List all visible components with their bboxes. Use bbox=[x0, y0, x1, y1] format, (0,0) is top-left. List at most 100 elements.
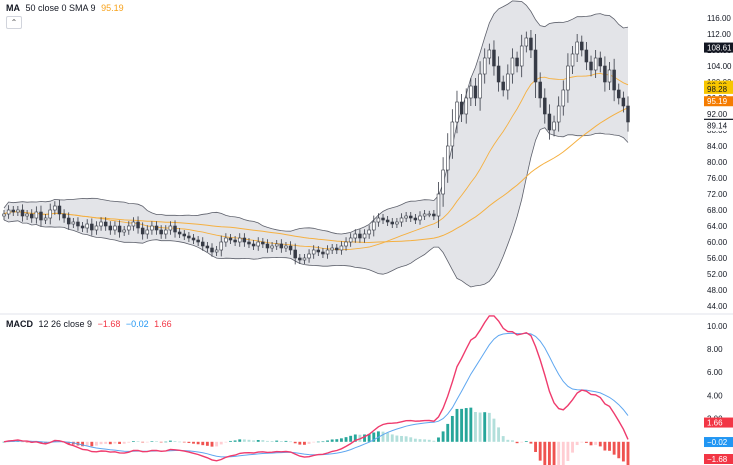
price-tick-label: 84.00 bbox=[707, 142, 728, 151]
macd-histogram-bar bbox=[608, 441, 611, 451]
macd-histogram-bar bbox=[219, 441, 223, 445]
candle-body bbox=[173, 225, 177, 233]
candle-body bbox=[48, 209, 52, 219]
macd-histogram-bar bbox=[118, 441, 121, 444]
macd-legend: MACD 12 26 close 9 −1.68 −0.02 1.66 bbox=[6, 319, 175, 329]
candle-body bbox=[547, 113, 552, 131]
macd-histogram-bar bbox=[571, 441, 574, 453]
chevron-up-icon[interactable]: ⌃ bbox=[6, 16, 22, 29]
candle-body bbox=[205, 245, 210, 249]
macd-histogram-bar bbox=[256, 440, 260, 442]
macd-histogram-bar bbox=[427, 439, 431, 442]
macd-histogram-bar bbox=[538, 441, 542, 461]
candle-body bbox=[524, 37, 529, 47]
macd-histogram-bar bbox=[353, 434, 357, 442]
candle-body bbox=[20, 209, 25, 217]
candle-body bbox=[288, 245, 293, 251]
candle-body bbox=[362, 233, 367, 239]
candle-body bbox=[279, 243, 284, 249]
candle-body bbox=[136, 221, 140, 229]
macd-pane[interactable] bbox=[2, 315, 630, 465]
candle-body bbox=[598, 57, 602, 67]
macd-histogram-bar bbox=[303, 441, 306, 445]
candle-body bbox=[385, 219, 390, 223]
macd-histogram-bar bbox=[335, 439, 339, 442]
macd-histogram-bar bbox=[81, 441, 85, 447]
candle-body bbox=[71, 221, 76, 225]
candle-body bbox=[117, 225, 122, 233]
candle-body bbox=[30, 213, 34, 219]
candle-body bbox=[399, 217, 404, 223]
macd-histogram-bar bbox=[182, 441, 186, 443]
candle-body bbox=[57, 205, 62, 215]
candle-body bbox=[432, 213, 436, 217]
candle-body bbox=[164, 229, 168, 235]
macd-histogram-bar bbox=[173, 441, 177, 442]
candle-body bbox=[159, 229, 163, 235]
candle-body bbox=[487, 49, 492, 59]
macd-histogram-bar bbox=[598, 441, 602, 447]
macd-histogram-bar bbox=[363, 434, 366, 442]
candle-body bbox=[256, 241, 260, 247]
macd-histogram-bar bbox=[349, 435, 353, 442]
candle-body bbox=[353, 233, 358, 239]
candle-body bbox=[43, 217, 48, 221]
candle-body bbox=[593, 57, 598, 71]
macd-line bbox=[3, 315, 629, 462]
macd-histogram-bar bbox=[557, 441, 561, 465]
macd-histogram-bar bbox=[446, 423, 450, 442]
price-tick-label: 68.00 bbox=[707, 206, 728, 215]
candle-body bbox=[339, 245, 344, 251]
price-tick-label: 44.00 bbox=[707, 302, 728, 311]
candle-body bbox=[395, 221, 399, 225]
macd-histogram-bar bbox=[298, 441, 302, 445]
macd-histogram-bar bbox=[85, 441, 89, 446]
macd-histogram-bar bbox=[543, 441, 547, 465]
macd-histogram-bar bbox=[307, 441, 311, 444]
macd-histogram-bar bbox=[441, 431, 445, 442]
price-tick-label: 112.00 bbox=[707, 30, 731, 39]
candle-body bbox=[358, 233, 362, 239]
macd-axis[interactable]: 10.008.006.004.002.001.66−0.02−1.68 bbox=[704, 322, 733, 464]
candle-body bbox=[450, 121, 455, 147]
candle-body bbox=[66, 217, 71, 225]
macd-histogram-bar bbox=[136, 441, 140, 442]
price-label-text: 108.61 bbox=[707, 44, 732, 53]
candle-body bbox=[108, 225, 113, 231]
macd-histogram-bar bbox=[580, 441, 584, 443]
macd-histogram-bar bbox=[122, 441, 126, 444]
candle-body bbox=[214, 249, 219, 253]
candle-body bbox=[607, 69, 612, 83]
macd-histogram-bar bbox=[418, 439, 422, 442]
macd-histogram-bar bbox=[506, 439, 510, 442]
candle-body bbox=[469, 85, 473, 99]
macd-histogram-bar bbox=[547, 441, 551, 465]
macd-histogram-bar bbox=[279, 441, 283, 442]
macd-histogram-bar bbox=[511, 440, 514, 442]
macd-histogram-bar bbox=[187, 441, 191, 444]
candle-body bbox=[533, 49, 538, 83]
candle-body bbox=[127, 225, 131, 231]
macd-histogram-bar bbox=[326, 440, 329, 442]
candle-body bbox=[321, 251, 325, 255]
macd-histogram-bar bbox=[626, 441, 630, 465]
candle-body bbox=[307, 253, 311, 259]
macd-histogram-bar bbox=[483, 412, 487, 442]
macd-histogram-bar bbox=[529, 441, 533, 444]
candle-body bbox=[145, 229, 150, 235]
macd-histogram-bar bbox=[141, 441, 145, 443]
macd-histogram-bar bbox=[252, 440, 256, 442]
candle-body bbox=[473, 85, 478, 99]
candle-body bbox=[348, 237, 353, 243]
macd-histogram-bar bbox=[90, 441, 94, 447]
macd-histogram-bar bbox=[566, 441, 570, 462]
price-pane[interactable] bbox=[2, 0, 630, 288]
macd-histogram-bar bbox=[497, 427, 501, 442]
candle-body bbox=[284, 245, 288, 249]
candle-body bbox=[99, 221, 103, 227]
macd-histogram-bar bbox=[316, 441, 320, 443]
price-axis[interactable]: 116.00112.00108.00104.00100.0096.0092.00… bbox=[703, 14, 733, 311]
candle-body bbox=[496, 65, 501, 83]
macd-histogram-bar bbox=[21, 441, 24, 443]
